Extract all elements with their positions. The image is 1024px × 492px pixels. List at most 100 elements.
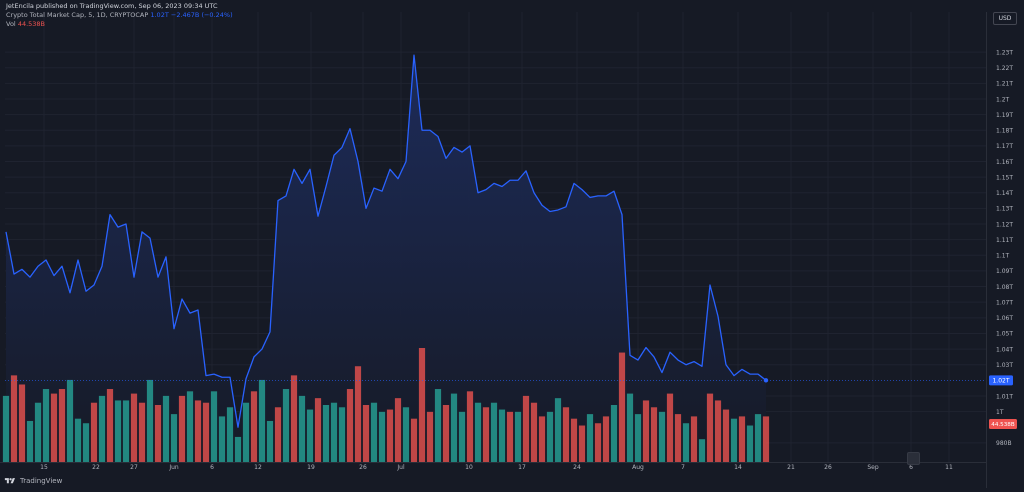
x-tick-label: 17 [518, 464, 526, 471]
volume-bar [306, 409, 314, 462]
y-tick-label: 1.03T [996, 362, 1013, 369]
volume-bar [418, 348, 426, 462]
x-tick-label: 24 [573, 464, 581, 471]
volume-bar [274, 407, 282, 462]
volume-bar [114, 400, 122, 462]
y-tick-label: 1.1T [996, 253, 1010, 260]
y-tick-label: 1.12T [996, 221, 1013, 228]
volume-bar [394, 398, 402, 462]
y-tick-label: 1.07T [996, 299, 1013, 306]
volume-bar [154, 405, 162, 462]
footer-brand: TradingView [20, 477, 63, 485]
currency-button[interactable]: USD [993, 12, 1017, 25]
x-tick-label: 22 [92, 464, 100, 471]
chart-legend: JetEncila published on TradingView.com, … [6, 2, 233, 29]
x-tick-label: 14 [734, 464, 742, 471]
volume-bar [402, 407, 410, 462]
volume-bar [250, 391, 258, 462]
volume-bar [442, 405, 450, 462]
x-tick-label: Sep [867, 464, 879, 471]
y-tick-label: 1.11T [996, 237, 1013, 244]
volume-bar [434, 389, 442, 462]
x-tick-label: Jul [396, 464, 405, 471]
volume-bar [90, 402, 98, 462]
y-tick-label: 1T [996, 409, 1004, 416]
volume-bar [34, 402, 42, 462]
volume-bar [138, 402, 146, 462]
volume-bar [498, 409, 506, 462]
volume-bar [106, 389, 114, 462]
x-tick-label: 26 [824, 464, 832, 471]
x-tick-label: 6 [210, 464, 214, 471]
x-tick-label: 7 [681, 464, 685, 471]
last-price-badge [989, 375, 1013, 386]
y-tick-label: 1.14T [996, 190, 1013, 197]
volume-bar [242, 402, 250, 462]
footer[interactable]: TradingView [4, 475, 62, 487]
volume-bar [522, 395, 530, 462]
volume-bar [594, 423, 602, 462]
y-tick-label: 1.18T [996, 128, 1013, 135]
volume-bar [706, 393, 714, 462]
y-tick-label: 1.16T [996, 159, 1013, 166]
volume-bar [554, 398, 562, 462]
volume-bar [690, 416, 698, 462]
volume-bar [146, 379, 154, 462]
x-tick-label: 6 [909, 464, 913, 471]
volume-bar [722, 409, 730, 462]
volume-bar [458, 411, 466, 462]
symbol-title[interactable]: Crypto Total Market Cap, 5, 1D, CRYPTOCA… [6, 11, 149, 19]
volume-bar [474, 402, 482, 462]
volume-bar [466, 391, 474, 462]
last-price-dot [763, 378, 769, 383]
volume-bar [130, 393, 138, 462]
volume-bar [538, 416, 546, 462]
volume-badge-label: 44.538B [991, 422, 1015, 428]
x-tick-label: 11 [945, 464, 953, 471]
volume-bar [546, 411, 554, 462]
volume-bar [450, 393, 458, 462]
y-tick-label: 1.2T [996, 96, 1010, 103]
volume-bar [162, 395, 170, 462]
publisher-line: JetEncila published on TradingView.com, … [6, 2, 218, 10]
y-tick-label: 1.23T [996, 49, 1013, 56]
y-tick-label: 980B [996, 440, 1012, 447]
x-tick-label: 19 [307, 464, 315, 471]
volume-bar [658, 411, 666, 462]
volume-bar [42, 389, 50, 462]
y-tick-label: 1.22T [996, 65, 1013, 72]
volume-bar [746, 425, 754, 462]
y-tick-label: 1.04T [996, 346, 1013, 353]
volume-bar [602, 416, 610, 462]
volume-bar [10, 375, 18, 462]
x-tick-label: 26 [359, 464, 367, 471]
volume-bar [314, 398, 322, 462]
volume-bar [762, 416, 770, 462]
volume-bar [266, 420, 274, 462]
tradingview-logo-icon [4, 478, 15, 484]
volume-bar [210, 391, 218, 462]
volume-bar [98, 395, 106, 462]
volume-bar [634, 414, 642, 462]
volume-bar [530, 402, 538, 462]
volume-bar [322, 405, 330, 462]
volume-bar [754, 414, 762, 462]
x-tick-label: 12 [254, 464, 262, 471]
volume-bar [338, 407, 346, 462]
volume-value: 44.538B [17, 20, 46, 28]
volume-bar [234, 436, 242, 462]
x-tick-label: Aug [632, 464, 644, 471]
scroll-to-realtime-button[interactable] [907, 452, 920, 465]
volume-bar [738, 416, 746, 462]
x-tick-label: 27 [130, 464, 138, 471]
volume-bar [610, 405, 618, 462]
volume-label[interactable]: Vol [6, 20, 16, 28]
volume-bar [202, 402, 210, 462]
volume-bar [370, 402, 378, 462]
volume-bar [586, 414, 594, 462]
volume-bar [506, 411, 514, 462]
y-tick-label: 1.09T [996, 268, 1013, 275]
x-tick-label: Jun [168, 464, 179, 471]
